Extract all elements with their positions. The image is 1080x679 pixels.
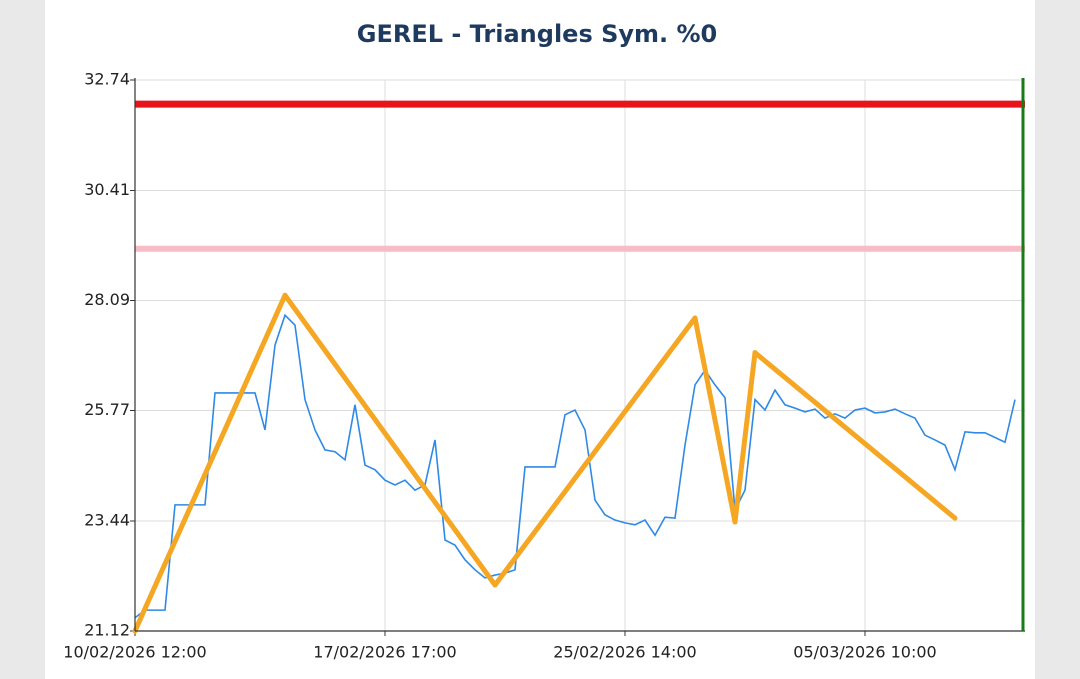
zigzag-segment (692, 315, 738, 525)
x-tick-label: 17/02/2026 17:00 (313, 643, 456, 662)
zigzag-segment (752, 350, 958, 521)
zigzag-segment (492, 315, 698, 588)
zigzag-segment (282, 292, 498, 588)
y-tick-label: 32.74 (84, 70, 130, 89)
x-tick-label: 25/02/2026 14:00 (553, 643, 696, 662)
x-tick-label: 10/02/2026 12:00 (63, 643, 206, 662)
y-tick-label: 21.12 (84, 621, 130, 640)
y-tick-label: 30.41 (84, 180, 130, 199)
chart-title: GEREL - Triangles Sym. %0 (357, 20, 718, 48)
zigzag-segment (132, 292, 288, 634)
panel (45, 0, 1035, 679)
price-line (134, 313, 1016, 619)
y-tick-label: 25.77 (84, 400, 130, 419)
y-tick-label: 28.09 (84, 290, 130, 309)
y-tick-label: 23.44 (84, 510, 130, 529)
x-tick-label: 05/03/2026 10:00 (793, 643, 936, 662)
zigzag-segment (732, 350, 758, 525)
